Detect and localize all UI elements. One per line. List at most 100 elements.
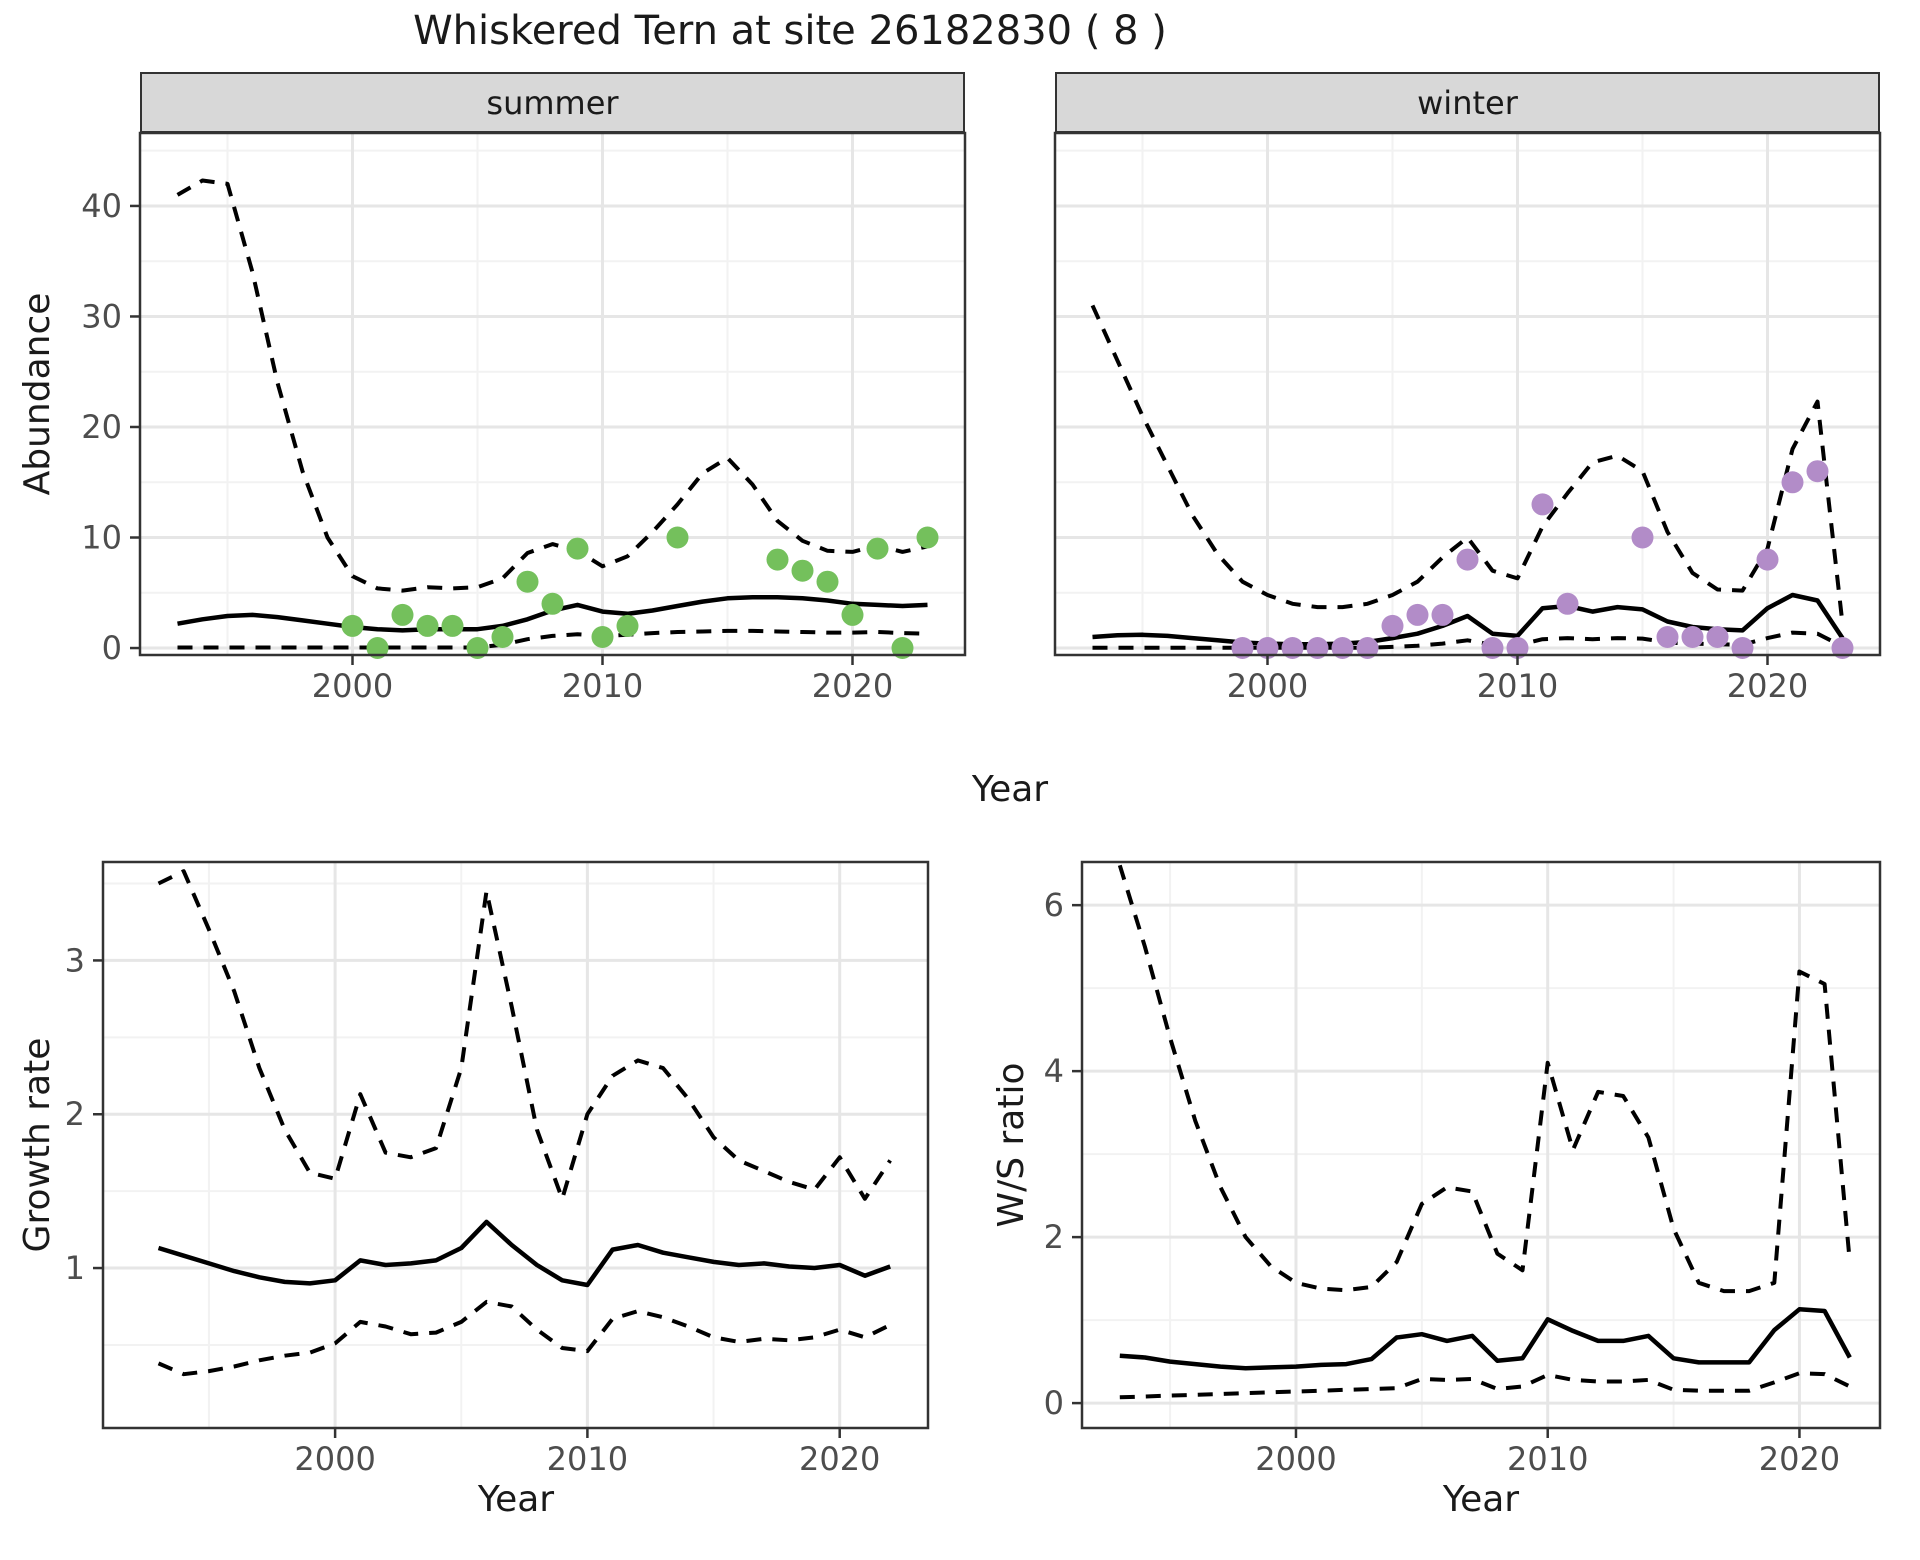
panel-background — [103, 862, 928, 1428]
y-tick-label: 2 — [1044, 1218, 1064, 1256]
series-line-upper_ci — [1117, 864, 1852, 1294]
data-point — [916, 526, 939, 549]
data-point — [391, 603, 414, 626]
data-point — [1231, 637, 1254, 659]
x-tick-label: 2010 — [562, 667, 643, 705]
series-line-lower_ci — [1119, 1371, 1851, 1400]
series-line-upper_ci — [176, 178, 928, 593]
x-axis-title-year-top: Year — [971, 769, 1049, 810]
panel-abundance-winter: 2000 2010 2020 — [1053, 131, 1882, 705]
y-axis-title-growth-rate: Growth rate — [17, 1037, 58, 1253]
x-tick-label: 2000 — [1255, 1440, 1336, 1478]
data-point — [1281, 637, 1304, 659]
series-line-lower_ci — [157, 1299, 892, 1377]
panel-abundance-summer: 2000 2010 2020 0 10 20 30 40 — [81, 131, 967, 705]
data-point — [1306, 637, 1329, 659]
panel-background — [1082, 862, 1880, 1428]
x-tick-label: 2020 — [1727, 667, 1808, 705]
x-axis-title-year-growth: Year — [477, 1479, 555, 1520]
x-tick-label: 2020 — [1759, 1440, 1840, 1478]
x-tick-label: 2000 — [312, 667, 393, 705]
data-point — [441, 614, 464, 637]
facet-strip-summer: summer — [140, 72, 965, 133]
data-point — [1781, 471, 1804, 494]
data-point — [1556, 592, 1579, 615]
panel-border — [1080, 860, 1882, 1430]
panel-ws-ratio: 2000 2010 2020 0 2 4 6 — [1044, 860, 1882, 1478]
series-line-fit — [1119, 1307, 1852, 1371]
data-point — [1731, 637, 1754, 659]
data-point — [1256, 637, 1279, 659]
x-tick-label: 2020 — [799, 1440, 880, 1478]
data-point — [841, 603, 864, 626]
data-point — [766, 548, 789, 571]
data-point — [1356, 637, 1379, 659]
data-point — [1381, 614, 1404, 637]
x-tick-label: 2010 — [547, 1440, 628, 1478]
panel-background — [1055, 133, 1880, 655]
series-line-upper_ci — [157, 869, 892, 1201]
data-point — [1531, 493, 1554, 516]
data-point — [1506, 637, 1529, 659]
y-tick-label: 2 — [65, 1095, 85, 1133]
facet-strip-winter: winter — [1055, 72, 1880, 133]
data-point — [1681, 626, 1704, 648]
series-line-upper_ci — [1090, 304, 1845, 624]
data-point — [1481, 637, 1504, 659]
data-point — [866, 537, 889, 560]
data-point — [616, 614, 639, 637]
data-point — [791, 559, 814, 582]
data-point — [491, 626, 514, 648]
data-point — [366, 637, 389, 659]
x-tick-label: 2000 — [1227, 667, 1308, 705]
facet-strip-summer-label: summer — [486, 83, 619, 122]
data-point — [541, 592, 564, 615]
data-point — [566, 537, 589, 560]
y-tick-label: 6 — [1044, 886, 1064, 924]
y-tick-label: 30 — [81, 297, 122, 335]
data-point — [1806, 460, 1829, 483]
panel-border — [1053, 131, 1882, 657]
panel-border — [138, 131, 967, 657]
panel-growth-rate: 2000 2010 2020 1 2 3 — [65, 860, 930, 1478]
panel-background — [140, 133, 965, 655]
series-line-fit — [157, 1219, 891, 1288]
x-tick-label: 2020 — [812, 667, 893, 705]
y-axis-title-abundance: Abundance — [17, 292, 58, 496]
series-line-lower_ci — [177, 628, 928, 650]
data-point — [1756, 548, 1779, 571]
x-axis-title-year-ws: Year — [1442, 1479, 1520, 1520]
data-point — [1456, 548, 1479, 571]
data-point — [1656, 626, 1679, 648]
data-point — [1831, 637, 1854, 659]
data-point — [1431, 603, 1454, 626]
data-point — [341, 614, 364, 637]
y-tick-label: 4 — [1044, 1052, 1064, 1090]
x-tick-label: 2010 — [1507, 1440, 1588, 1478]
data-point — [891, 637, 914, 659]
data-point — [1331, 637, 1354, 659]
y-tick-label: 0 — [102, 629, 122, 667]
panel-border — [101, 860, 930, 1430]
data-point — [1631, 526, 1654, 549]
y-axis-title-ws-ratio: W/S ratio — [991, 1062, 1032, 1228]
data-point — [816, 570, 839, 593]
data-point — [591, 626, 614, 648]
data-point — [416, 614, 439, 637]
y-tick-label: 0 — [1044, 1384, 1064, 1422]
y-tick-label: 1 — [65, 1249, 85, 1287]
x-tick-label: 2000 — [294, 1440, 375, 1478]
y-tick-label: 3 — [65, 941, 85, 979]
data-point — [466, 637, 489, 659]
data-point — [1406, 603, 1429, 626]
data-point — [1706, 626, 1729, 648]
y-tick-label: 20 — [81, 408, 122, 446]
data-point — [516, 570, 539, 593]
facet-strip-winter-label: winter — [1417, 83, 1518, 122]
x-tick-label: 2010 — [1477, 667, 1558, 705]
y-tick-label: 10 — [81, 519, 122, 557]
data-point — [666, 526, 689, 549]
y-tick-label: 40 — [81, 187, 122, 225]
